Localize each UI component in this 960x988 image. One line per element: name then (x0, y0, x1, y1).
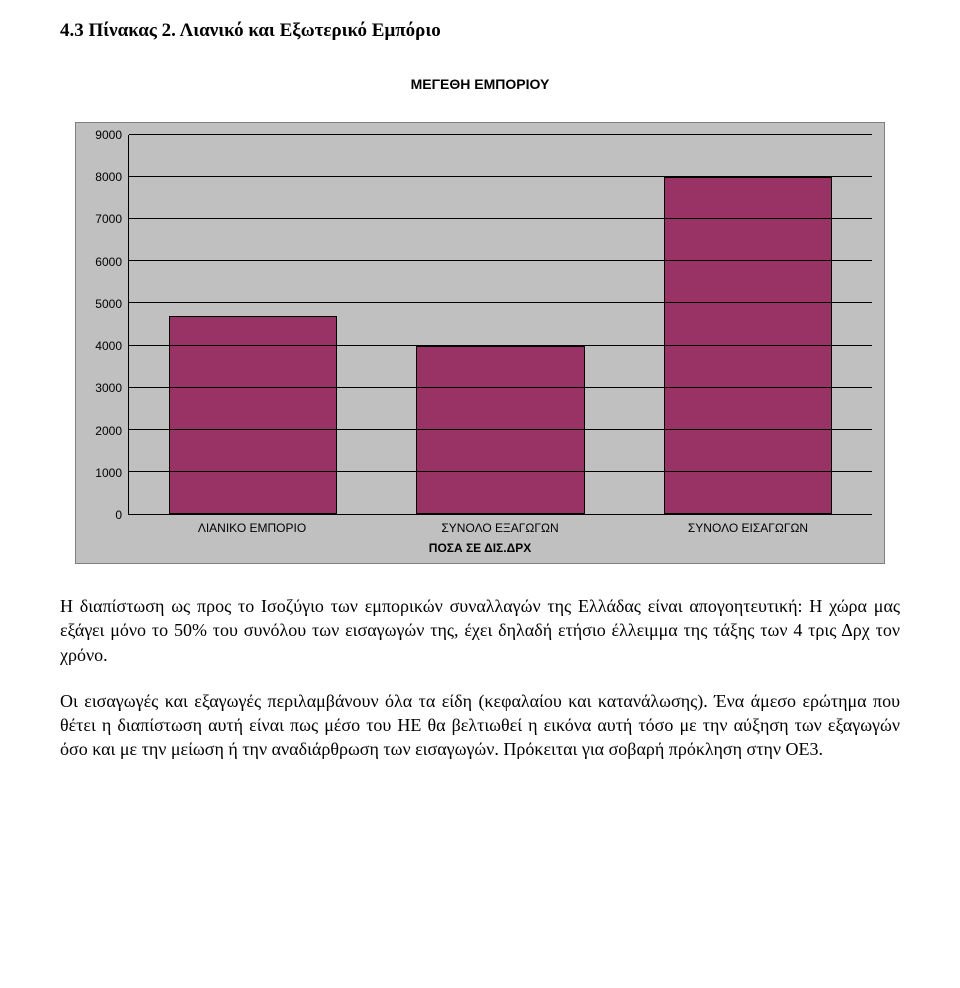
chart-y-tick: 6000 (95, 255, 122, 269)
chart-y-tick: 8000 (95, 170, 122, 184)
chart-bar-slot (624, 135, 872, 514)
chart-bar-slot (129, 135, 377, 514)
chart-x-label: ΛΙΑΝΙΚΟ ΕΜΠΟΡΙΟ (128, 521, 376, 535)
body-paragraph-1: Η διαπίστωση ως προς το Ισοζύγιο των εμπ… (60, 594, 900, 667)
chart-y-tick: 9000 (95, 128, 122, 142)
chart-gridline (129, 302, 872, 303)
body-paragraph-2: Οι εισαγωγές και εξαγωγές περιλαμβάνουν … (60, 689, 900, 762)
chart-gridline (129, 471, 872, 472)
chart-y-tick: 5000 (95, 297, 122, 311)
chart-plot-area (128, 135, 872, 515)
chart-title: ΜΕΓΕΘΗ ΕΜΠΟΡΙΟΥ (75, 76, 885, 92)
chart-y-axis: 0100020003000400050006000700080009000 (88, 135, 128, 515)
chart-y-tick: 7000 (95, 212, 122, 226)
chart-x-labels: ΛΙΑΝΙΚΟ ΕΜΠΟΡΙΟΣΥΝΟΛΟ ΕΞΑΓΩΓΩΝΣΥΝΟΛΟ ΕΙΣ… (128, 521, 872, 535)
chart-y-tick: 3000 (95, 381, 122, 395)
chart-x-label: ΣΥΝΟΛΟ ΕΞΑΓΩΓΩΝ (376, 521, 624, 535)
chart-gridline (129, 387, 872, 388)
chart-y-tick: 1000 (95, 466, 122, 480)
chart-gridline (129, 260, 872, 261)
chart-y-tick: 2000 (95, 424, 122, 438)
section-heading: 4.3 Πίνακας 2. Λιανικό και Εξωτερικό Εμπ… (60, 20, 900, 42)
chart-bar (416, 346, 584, 514)
chart-x-label: ΣΥΝΟΛΟ ΕΙΣΑΓΩΓΩΝ (624, 521, 872, 535)
chart-gridline (129, 218, 872, 219)
chart-bars-layer (129, 135, 872, 514)
chart-y-tick: 4000 (95, 339, 122, 353)
chart-bar (169, 316, 337, 514)
chart-bar-slot (377, 135, 625, 514)
chart-bar (664, 177, 832, 514)
chart-gridline (129, 134, 872, 135)
chart-gridline (129, 176, 872, 177)
chart-y-tick: 0 (115, 508, 122, 522)
chart-gridline (129, 345, 872, 346)
chart-container: ΜΕΓΕΘΗ ΕΜΠΟΡΙΟΥ 0 1000 2000 3000 4000 5000 600… (75, 76, 885, 564)
chart-gridline (129, 429, 872, 430)
chart-plot-box: 0 1000 2000 3000 4000 5000 6000 7000 8000 9000 ΛΙ… (75, 122, 885, 564)
chart-x-title: ΠΟΣΑ ΣΕ ΔΙΣ.ΔΡΧ (88, 541, 872, 555)
